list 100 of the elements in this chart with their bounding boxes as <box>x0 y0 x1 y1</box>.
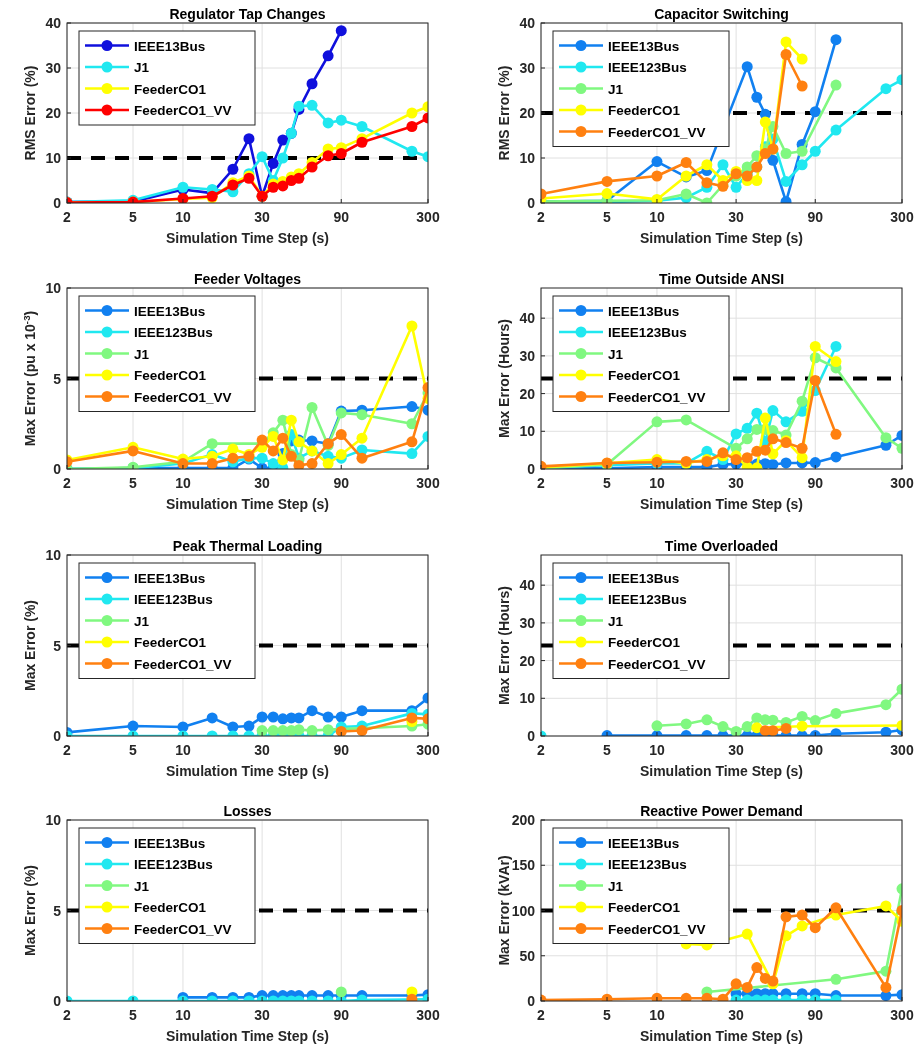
legend-label: FeederCO1_VV <box>134 389 232 405</box>
legend-label: IEEE13Bus <box>608 570 680 586</box>
x-tick-label: 5 <box>129 475 138 491</box>
x-axis-title: Simulation Time Step (s) <box>639 230 804 246</box>
y-tick-label: 40 <box>519 310 536 327</box>
y-tick-label: 10 <box>45 547 62 563</box>
legend-label: J1 <box>608 346 624 362</box>
x-tick-label: 2 <box>537 209 546 225</box>
y-tick-label: 0 <box>53 993 62 1009</box>
y-tick-label: 200 <box>511 812 536 828</box>
x-tick-label: 5 <box>129 1007 138 1023</box>
legend-label: IEEE13Bus <box>608 303 680 319</box>
y-tick-label: 30 <box>45 60 62 76</box>
x-tick-label: 30 <box>728 475 745 491</box>
y-tick-label: 50 <box>519 947 536 964</box>
legend-label: IEEE123Bus <box>608 592 687 607</box>
y-tick-label: 5 <box>53 370 62 387</box>
y-tick-label: 5 <box>53 637 62 654</box>
chart-title: Losses <box>223 803 272 819</box>
y-tick-label: 20 <box>519 652 536 669</box>
legend-label: IEEE13Bus <box>608 38 680 54</box>
x-tick-label: 2 <box>63 742 72 758</box>
y-tick-label: 0 <box>527 195 536 211</box>
legend-label: IEEE13Bus <box>134 570 206 586</box>
chart-title: Regulator Tap Changes <box>169 6 326 22</box>
legend-label: FeederCO1 <box>608 368 681 383</box>
y-tick-label: 30 <box>519 60 536 76</box>
y-axis-title: RMS Error (%) <box>22 65 38 161</box>
x-tick-label: 300 <box>416 1007 440 1023</box>
y-tick-label: 20 <box>519 385 536 402</box>
legend-label: J1 <box>134 878 150 894</box>
x-tick-label: 10 <box>175 475 191 491</box>
legend-label: J1 <box>134 613 150 629</box>
y-tick-label: 10 <box>45 280 62 296</box>
chart-title: Reactive Power Demand <box>640 803 803 819</box>
x-tick-label: 90 <box>333 475 350 491</box>
x-axis-title: Simulation Time Step (s) <box>639 496 804 512</box>
x-axis-title: Simulation Time Step (s) <box>165 1028 330 1044</box>
x-tick-label: 10 <box>649 209 665 225</box>
y-tick-label: 0 <box>53 728 62 744</box>
y-tick-label: 0 <box>527 728 536 744</box>
y-axis-title: RMS Error (%) <box>496 65 512 161</box>
legend-label: FeederCO1_VV <box>608 124 706 140</box>
y-tick-label: 40 <box>45 15 62 31</box>
legend-label: FeederCO1 <box>608 635 681 650</box>
x-tick-label: 30 <box>254 742 271 758</box>
x-axis-title: Simulation Time Step (s) <box>639 1028 804 1044</box>
y-tick-label: 20 <box>519 105 536 121</box>
x-tick-label: 90 <box>333 742 350 758</box>
y-tick-label: 10 <box>45 812 62 828</box>
x-tick-label: 5 <box>129 209 138 225</box>
y-tick-label: 20 <box>45 105 62 121</box>
y-axis-title: Max Error (%) <box>22 864 38 957</box>
x-tick-label: 300 <box>416 475 440 491</box>
x-tick-label: 30 <box>728 209 745 225</box>
legend-label: IEEE123Bus <box>608 60 687 75</box>
x-tick-label: 10 <box>175 742 191 758</box>
legend-label: IEEE123Bus <box>134 592 213 607</box>
y-tick-label: 30 <box>519 347 536 364</box>
x-tick-label: 5 <box>603 209 612 225</box>
legend-label: FeederCO1 <box>134 900 207 915</box>
x-axis-title: Simulation Time Step (s) <box>165 763 330 779</box>
y-tick-label: 0 <box>53 461 62 477</box>
y-tick-label: 5 <box>53 902 62 919</box>
legend-label: J1 <box>608 81 624 97</box>
x-tick-label: 2 <box>63 475 72 491</box>
y-tick-label: 0 <box>53 195 62 211</box>
x-tick-label: 10 <box>649 1007 665 1023</box>
legend-label: IEEE13Bus <box>134 38 206 54</box>
chart-title: Peak Thermal Loading <box>172 538 323 554</box>
x-axis-title: Simulation Time Step (s) <box>639 763 804 779</box>
x-tick-label: 5 <box>129 742 138 758</box>
y-tick-label: 40 <box>519 577 536 594</box>
x-tick-label: 5 <box>603 742 612 758</box>
legend-label: FeederCO1 <box>134 81 207 97</box>
x-tick-label: 30 <box>728 1007 745 1023</box>
x-tick-label: 30 <box>254 1007 271 1023</box>
x-tick-label: 300 <box>416 209 440 225</box>
chart-title: Time Overloaded <box>664 538 779 554</box>
chart-title: Feeder Voltages <box>193 271 302 287</box>
y-tick-label: 150 <box>511 857 536 874</box>
legend-label: J1 <box>134 60 150 75</box>
legend-label: IEEE123Bus <box>134 325 213 340</box>
x-axis-title: Simulation Time Step (s) <box>165 496 330 512</box>
legend-label: FeederCO1 <box>134 635 207 650</box>
y-tick-label: 30 <box>519 614 536 631</box>
y-tick-label: 10 <box>45 150 62 166</box>
x-tick-label: 90 <box>333 1007 350 1023</box>
y-tick-label: 100 <box>511 902 536 919</box>
x-tick-label: 90 <box>807 475 824 491</box>
x-tick-label: 90 <box>807 742 824 758</box>
legend-label: FeederCO1_VV <box>608 656 706 672</box>
y-tick-label: 10 <box>519 423 536 440</box>
legend-label: J1 <box>134 346 150 362</box>
x-tick-label: 10 <box>649 742 665 758</box>
x-tick-label: 30 <box>728 742 745 758</box>
x-tick-label: 300 <box>890 1007 914 1023</box>
legend-label: FeederCO1 <box>608 103 681 118</box>
legend-label: IEEE123Bus <box>608 325 687 340</box>
y-tick-label: 10 <box>519 150 536 166</box>
